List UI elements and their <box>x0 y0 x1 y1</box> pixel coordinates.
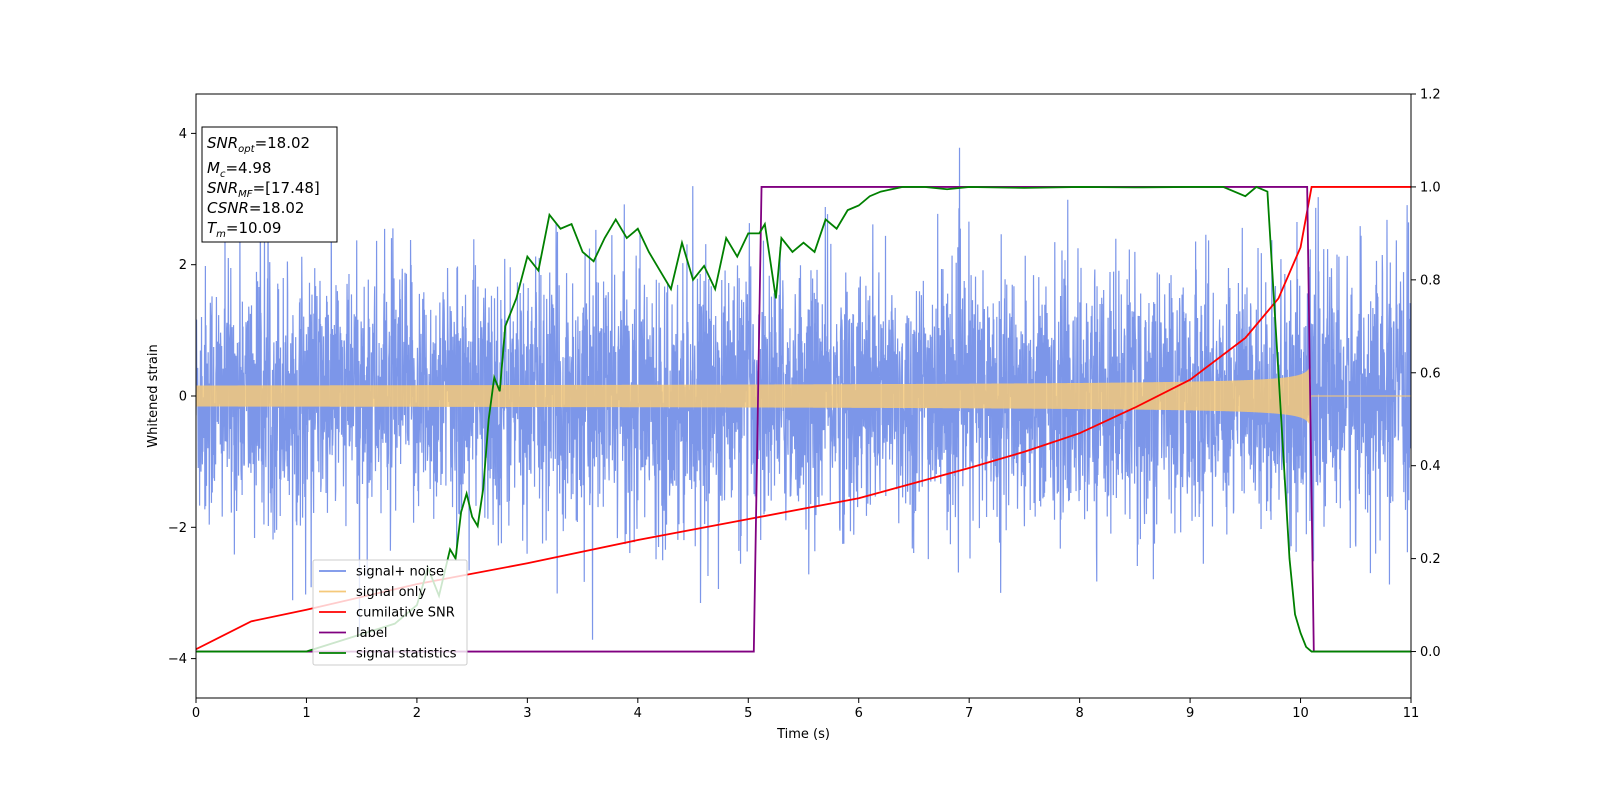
legend-cumulative-snr-text: cumilative SNR <box>356 606 455 621</box>
legend-label-text: label <box>356 626 387 641</box>
legend-signal-noise-text: signal+ noise <box>356 565 444 580</box>
legend-signal-statistics-text: signal statistics <box>356 647 457 662</box>
y-right-tick-label: 0.0 <box>1420 645 1441 660</box>
x-tick-label: 8 <box>1075 706 1083 721</box>
y-right-tick-label: 0.2 <box>1420 552 1441 567</box>
y-right-tick-label: 0.6 <box>1420 366 1441 381</box>
x-tick-label: 1 <box>302 706 310 721</box>
y-left-tick-label: 2 <box>179 258 187 273</box>
y-right-tick-label: 1.0 <box>1420 180 1441 195</box>
annotation-tm: Tm=10.09 <box>207 219 281 240</box>
series-signal-only <box>196 368 1411 424</box>
y-left-tick-label: −4 <box>168 652 187 667</box>
x-tick-label: 3 <box>523 706 531 721</box>
x-axis-label: Time (s) <box>776 727 830 742</box>
series-signal-noise <box>196 147 1411 640</box>
annotation-mc: Mc=4.98 <box>207 159 271 180</box>
y-left-tick-label: −2 <box>168 521 187 536</box>
x-tick-label: 5 <box>744 706 752 721</box>
x-tick-label: 10 <box>1292 706 1309 721</box>
x-tick-label: 2 <box>413 706 421 721</box>
y-right-tick-label: 0.4 <box>1420 459 1441 474</box>
legend: signal+ noise signal only cumilative SNR la… <box>312 559 468 666</box>
x-tick-label: 6 <box>855 706 863 721</box>
y-right-tick-label: 0.8 <box>1420 273 1441 288</box>
y-axis-left: −4 −2 0 2 4 <box>168 127 196 667</box>
x-axis: 0 1 2 3 4 5 6 7 8 9 10 11 <box>192 698 1419 721</box>
x-tick-label: 7 <box>965 706 973 721</box>
y-axis-right: 0.0 0.2 0.4 0.6 0.8 1.0 1.2 <box>1411 88 1441 660</box>
annotation-snr-opt: SNRopt=18.02 <box>207 134 310 155</box>
y-left-tick-label: 0 <box>179 390 187 405</box>
annotation-snr-mf: SNRMF=[17.48] <box>207 179 320 200</box>
x-tick-label: 9 <box>1186 706 1194 721</box>
legend-signal-only-text: signal only <box>356 585 426 600</box>
annotation-box: SNRopt=18.02 Mc=4.98 SNRMF=[17.48] CSNR=… <box>201 126 338 243</box>
series-signal-statistics <box>196 185 1411 653</box>
annotation-csnr: CSNR=18.02 <box>207 199 304 217</box>
x-tick-label: 11 <box>1403 706 1420 721</box>
x-tick-label: 4 <box>634 706 642 721</box>
x-tick-label: 0 <box>192 706 200 721</box>
y-axis-label: Whitened strain <box>146 344 161 447</box>
y-left-tick-label: 4 <box>179 127 187 142</box>
y-right-tick-label: 1.2 <box>1420 88 1441 103</box>
